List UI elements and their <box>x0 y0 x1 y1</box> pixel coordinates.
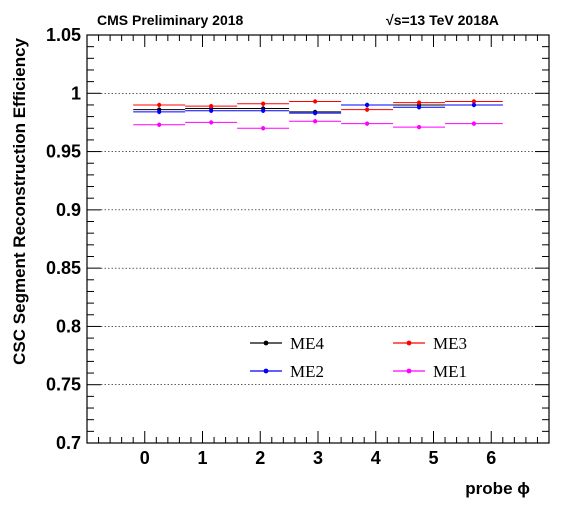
y-tick-label: 0.95 <box>46 142 81 162</box>
legend: ME4 ME3 ME2 ME1 <box>250 334 467 381</box>
y-tick-label: 0.85 <box>46 258 81 278</box>
legend-entry-me3: ME3 <box>393 334 467 353</box>
data-point <box>313 99 317 103</box>
axis-ticks <box>87 35 549 443</box>
data-point <box>261 109 265 113</box>
data-point <box>313 119 317 123</box>
data-point <box>365 121 369 125</box>
legend-label-me2: ME2 <box>290 362 324 381</box>
data-point <box>365 108 369 112</box>
header-left-label: CMS Preliminary 2018 <box>97 12 244 28</box>
data-point <box>365 103 369 107</box>
x-tick-label: 3 <box>313 448 323 468</box>
energy-label: s=13 TeV 2018A <box>394 12 499 28</box>
series-me1 <box>133 119 503 130</box>
data-point <box>472 103 476 107</box>
data-point <box>313 111 317 115</box>
header-right-label: √s=13 TeV 2018A <box>386 12 499 28</box>
data-point <box>157 110 161 114</box>
legend-label-me4: ME4 <box>290 334 325 353</box>
y-tick-label: 0.9 <box>56 200 81 220</box>
x-tick-label: 6 <box>486 448 496 468</box>
data-point <box>209 104 213 108</box>
y-tick-label: 0.7 <box>56 433 81 453</box>
data-point <box>261 126 265 130</box>
data-point <box>417 125 421 129</box>
data-point <box>417 105 421 109</box>
legend-label-me3: ME3 <box>433 334 467 353</box>
data-point <box>209 120 213 124</box>
legend-marker-me3 <box>407 341 412 346</box>
legend-entry-me4: ME4 <box>250 334 325 353</box>
legend-entry-me2: ME2 <box>250 362 324 381</box>
plot-frame <box>87 35 549 443</box>
data-point <box>472 121 476 125</box>
series-me3 <box>133 99 503 112</box>
x-tick-label: 2 <box>255 448 265 468</box>
x-tick-label: 0 <box>140 448 150 468</box>
legend-label-me1: ME1 <box>433 362 467 381</box>
x-tick-label: 1 <box>197 448 207 468</box>
legend-marker-me4 <box>264 341 269 346</box>
y-tick-label: 1 <box>71 83 81 103</box>
data-series <box>133 99 503 130</box>
legend-marker-me2 <box>264 369 269 374</box>
data-point <box>157 123 161 127</box>
legend-entry-me1: ME1 <box>393 362 467 381</box>
y-tick-label: 0.8 <box>56 316 81 336</box>
tick-labels: 0.7 0.75 0.8 0.85 0.9 0.95 1 1.05 0 1 2 3 4 5 6 <box>46 25 496 468</box>
y-tick-label: 0.75 <box>46 375 81 395</box>
data-point <box>209 109 213 113</box>
x-axis-label: probe ϕ <box>465 479 530 498</box>
data-point <box>261 102 265 106</box>
x-tick-label: 5 <box>428 448 438 468</box>
data-point <box>157 103 161 107</box>
x-tick-label: 4 <box>371 448 381 468</box>
data-point <box>417 101 421 105</box>
series-me2 <box>133 103 503 116</box>
legend-marker-me1 <box>407 369 412 374</box>
y-tick-label: 1.05 <box>46 25 81 45</box>
y-axis-label: CSC Segment Reconstruction Efficiency <box>10 37 29 364</box>
